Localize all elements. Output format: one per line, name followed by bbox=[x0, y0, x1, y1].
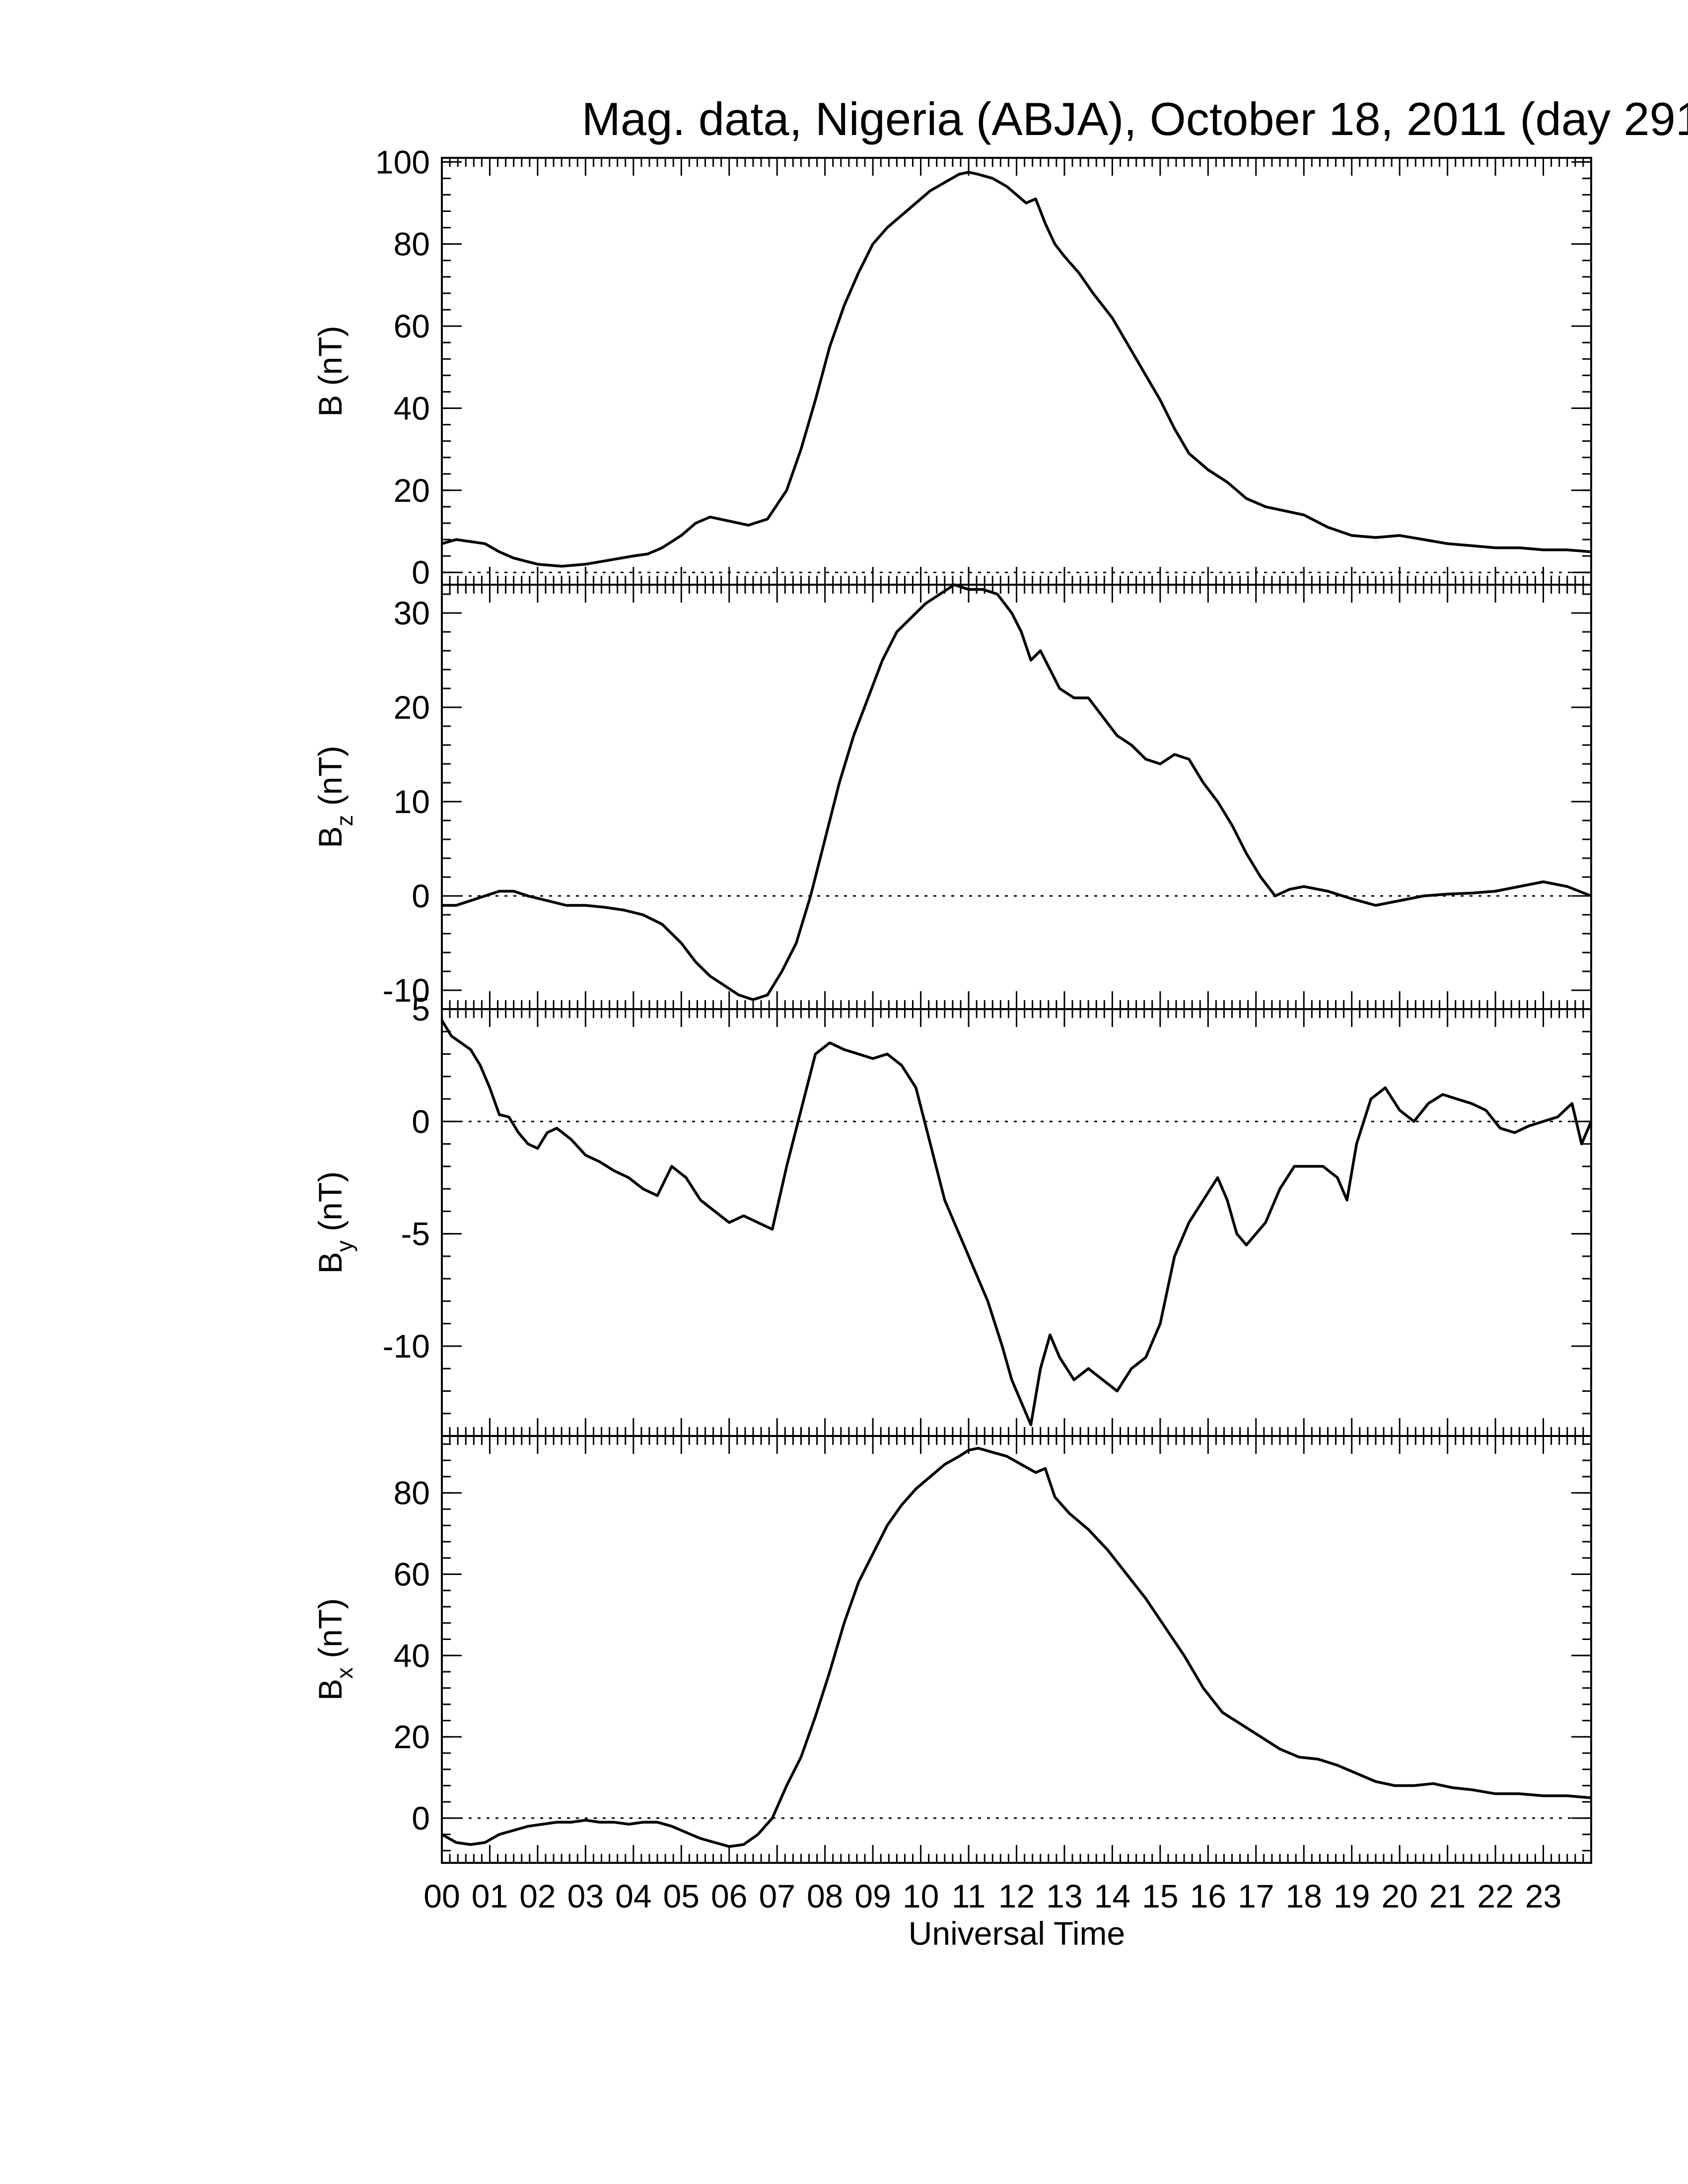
panel-frame bbox=[441, 1435, 1592, 1864]
panel-1: 0 20 40 60 80 100 B (nT) bbox=[312, 143, 1592, 591]
y-tick-label: 0 bbox=[412, 878, 430, 914]
x-tick-label: 02 bbox=[519, 1878, 556, 1914]
y-tick-label: -10 bbox=[383, 972, 430, 1009]
x-tick-label: 15 bbox=[1142, 1878, 1178, 1914]
y-axis-label: By (nT) bbox=[312, 1171, 357, 1274]
x-tick-label: 11 bbox=[952, 1878, 986, 1914]
panel-2: -10 0 10 20 30 Bz (nT) bbox=[312, 583, 1592, 1010]
y-tick-label: 60 bbox=[394, 308, 430, 344]
y-label-subscript: y bbox=[332, 1240, 357, 1252]
y-label-subscript: x bbox=[332, 1667, 357, 1679]
y-tick-label: 10 bbox=[394, 783, 430, 820]
x-tick-label: 19 bbox=[1334, 1878, 1370, 1914]
y-label-main: B bbox=[312, 826, 349, 848]
x-tick-label: 21 bbox=[1429, 1878, 1466, 1914]
x-tick-label: 23 bbox=[1525, 1878, 1561, 1914]
y-tick-label: 0 bbox=[412, 1103, 430, 1140]
y-tick-label: 40 bbox=[394, 390, 430, 426]
y-tick-label: 20 bbox=[394, 689, 430, 726]
panel-frame bbox=[441, 157, 1592, 586]
x-axis-label: Universal Time bbox=[909, 1915, 1125, 1952]
x-tick-label: 13 bbox=[1046, 1878, 1082, 1914]
x-tick-label: 22 bbox=[1477, 1878, 1513, 1914]
x-tick-label: 20 bbox=[1381, 1878, 1417, 1914]
panel-frame bbox=[441, 1008, 1592, 1437]
x-tick-label: 18 bbox=[1286, 1878, 1322, 1914]
series-line bbox=[441, 1446, 1592, 1848]
x-tick-label: 14 bbox=[1094, 1878, 1130, 1914]
panel-3: -10 -5 0 5 By (nT) bbox=[312, 991, 1593, 1437]
y-tick-label: 0 bbox=[412, 554, 430, 591]
y-axis-label: B (nT) bbox=[312, 326, 349, 416]
x-tick-label: 08 bbox=[807, 1878, 843, 1914]
x-axis-tick-labels: 00 01 02 03 04 05 06 07 08 09 10 11 12 13 14 15 16 17 18 19… bbox=[423, 1878, 1561, 1914]
x-tick-label: 16 bbox=[1190, 1878, 1226, 1914]
y-label-main: B bbox=[312, 1252, 349, 1274]
x-tick-label: 07 bbox=[759, 1878, 795, 1914]
y-tick-label: -10 bbox=[383, 1328, 430, 1365]
y-label-unit: (nT) bbox=[312, 746, 349, 815]
y-tick-label: -5 bbox=[401, 1216, 430, 1252]
y-label-main: B bbox=[312, 395, 349, 417]
y-label-unit: (nT) bbox=[312, 1598, 349, 1667]
x-tick-label: 04 bbox=[615, 1878, 651, 1914]
y-tick-label: 20 bbox=[394, 1718, 430, 1755]
panel-4: 0 20 40 60 80 Bx (nT) bbox=[312, 1435, 1592, 1864]
panel-frame bbox=[441, 584, 1592, 1010]
y-tick-label: 20 bbox=[394, 472, 430, 509]
chart-title: Mag. data, Nigeria (ABJA), October 18, 2… bbox=[582, 93, 1688, 145]
plot-panels: 0 20 40 60 80 100 B (nT) -10 0 10 20 30 Bz (nT) -10 -5… bbox=[312, 143, 1593, 1864]
y-tick-label: 40 bbox=[394, 1637, 430, 1674]
y-tick-label: 60 bbox=[394, 1556, 430, 1592]
y-label-main: B bbox=[312, 1679, 349, 1701]
x-tick-label: 12 bbox=[998, 1878, 1035, 1914]
x-tick-label: 17 bbox=[1238, 1878, 1274, 1914]
y-tick-label: 5 bbox=[412, 991, 430, 1027]
x-tick-label: 03 bbox=[567, 1878, 604, 1914]
y-label-subscript: z bbox=[332, 815, 357, 826]
y-axis-label: Bz (nT) bbox=[312, 746, 357, 848]
x-tick-label: 05 bbox=[663, 1878, 700, 1914]
y-label-unit: (nT) bbox=[312, 326, 349, 395]
y-label-unit: (nT) bbox=[312, 1171, 349, 1240]
series-line bbox=[441, 171, 1592, 568]
y-tick-label: 30 bbox=[394, 595, 430, 631]
y-tick-label: 80 bbox=[394, 1475, 430, 1511]
y-tick-label: 100 bbox=[375, 143, 430, 180]
series-line bbox=[440, 1020, 1593, 1427]
y-tick-label: 0 bbox=[412, 1800, 430, 1837]
x-tick-label: 06 bbox=[711, 1878, 747, 1914]
series-line bbox=[442, 583, 1592, 1001]
y-axis-label: Bx (nT) bbox=[312, 1598, 357, 1701]
x-tick-label: 01 bbox=[472, 1878, 508, 1914]
y-tick-label: 80 bbox=[394, 226, 430, 263]
x-tick-label: 10 bbox=[903, 1878, 939, 1914]
x-tick-label: 00 bbox=[423, 1878, 460, 1914]
x-tick-label: 09 bbox=[854, 1878, 891, 1914]
